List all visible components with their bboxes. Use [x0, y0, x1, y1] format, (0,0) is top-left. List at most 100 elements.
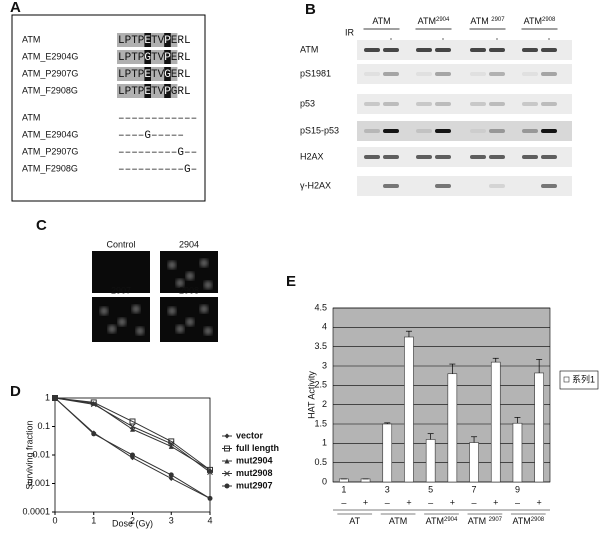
seq-highlight-box [164, 67, 171, 81]
legend-box [559, 370, 599, 390]
error-bar [514, 417, 521, 424]
y-tick-label: 1 [322, 438, 327, 448]
seq-name: ATM_E2904G [22, 51, 78, 61]
legend-label: mut2908 [236, 468, 273, 478]
error-bar [449, 363, 456, 374]
cell [204, 327, 212, 335]
blot-group-label-main: ATM [524, 16, 542, 26]
seq-name: ATM [22, 112, 40, 122]
legend-label: 系列1 [572, 373, 595, 384]
panel-letter: A [10, 0, 21, 16]
blot-row-label: pS1981 [300, 68, 331, 78]
blot-band [364, 129, 380, 133]
x-tick-label: 0 [52, 515, 57, 525]
blot-group-label-sup: 2907 [491, 17, 505, 23]
blot-group-label-sup: 2908 [542, 17, 556, 23]
legend-label: vector [236, 430, 264, 440]
micrograph-label: 2904 [179, 239, 199, 249]
blot-band [416, 48, 432, 52]
marker [90, 401, 97, 408]
cell [108, 325, 116, 333]
cell [186, 318, 194, 326]
blot-band [383, 72, 399, 76]
blot-band [541, 102, 557, 106]
blot-band [522, 72, 538, 76]
cell [100, 307, 108, 315]
bar [360, 478, 371, 483]
seq-highlight-box [164, 33, 171, 47]
blot-row-label: p53 [300, 98, 315, 108]
cell [186, 272, 194, 280]
blot-group-label-main: ATM [470, 16, 491, 26]
blot-group-label-main: ATM [418, 16, 436, 26]
bar [339, 478, 349, 483]
seq-name: ATM_F2908G [22, 85, 78, 95]
blot-band [541, 155, 557, 159]
y-tick-label: 2.5 [314, 380, 327, 390]
blot-row-label: H2AX [300, 151, 324, 161]
blot-band [522, 102, 538, 106]
x-tick-label: 3 [169, 515, 174, 525]
marker [224, 458, 230, 464]
treatment-label: – [385, 497, 390, 507]
blot-band [470, 72, 486, 76]
blot-band [416, 72, 432, 76]
marker [168, 472, 174, 478]
y-tick-label: 0.001 [27, 478, 50, 488]
cell [200, 305, 208, 313]
cell [132, 305, 140, 313]
legend-label: mut2907 [236, 480, 273, 490]
blot-row-label: γ-H2AX [300, 180, 331, 190]
blot-band [489, 72, 505, 76]
error-bar [471, 436, 478, 443]
bar [425, 439, 436, 483]
group-label: ATM [389, 516, 407, 526]
marker [168, 440, 175, 447]
blot-band [522, 155, 538, 159]
micrograph-label: 2907 [111, 285, 131, 295]
blot-group-label: ATM 2907 [470, 16, 505, 26]
x-tick-label: 1 [91, 515, 96, 525]
cell [176, 279, 184, 287]
blot-band [470, 155, 486, 159]
blot-band [489, 102, 505, 106]
blot-band [364, 72, 380, 76]
marker [130, 426, 135, 432]
y-tick-label: 0.5 [314, 457, 327, 467]
ir-label: IR [345, 27, 355, 37]
blot-band [435, 72, 451, 76]
marker [91, 431, 97, 437]
error-bar [427, 433, 434, 440]
group-label-sup: 2907 [489, 517, 503, 523]
marker [224, 470, 230, 477]
blot-strip [357, 94, 572, 114]
blot-group-label: ATM2904 [418, 16, 450, 26]
panel-letter: C [36, 217, 47, 234]
seq-highlight-box [144, 50, 151, 64]
marker [52, 395, 58, 401]
seq-name: ATM_F2908G [22, 163, 78, 173]
group-label-main: ATM [468, 516, 489, 526]
blot-group-label: ATM [372, 16, 390, 26]
seq: LPTPETVGERL [118, 69, 191, 81]
blot-band [541, 129, 557, 133]
blot-band [364, 155, 380, 159]
error-bar [405, 330, 412, 337]
treatment-label: + [406, 497, 411, 507]
blot-group-label: ATM2908 [524, 16, 556, 26]
group-label-main: ATM [389, 516, 407, 526]
blot-band [383, 48, 399, 52]
blot-band [470, 48, 486, 52]
group-label: ATM2908 [512, 516, 544, 526]
blot-strip [357, 147, 572, 167]
treatment-label: – [428, 497, 433, 507]
bar [490, 361, 501, 483]
series-line [54, 397, 211, 499]
series-line [54, 397, 211, 471]
panel-a-frame [11, 14, 206, 202]
series-line [54, 397, 211, 473]
blot-band [435, 184, 451, 188]
seq: –––––––––––– [118, 113, 197, 125]
blot-band [541, 72, 557, 76]
